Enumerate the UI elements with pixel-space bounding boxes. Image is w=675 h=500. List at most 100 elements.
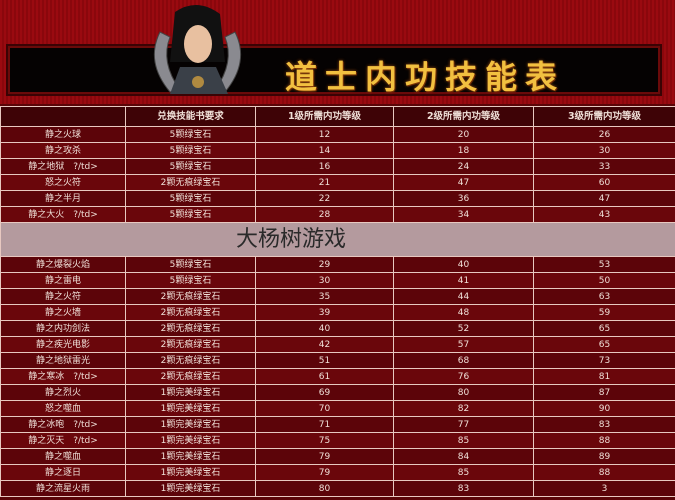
- table-cell: 50: [533, 272, 675, 289]
- table-cell: 61: [255, 368, 394, 385]
- table-cell: 90: [533, 400, 675, 417]
- table-cell: 5颗绿宝石: [125, 256, 256, 273]
- table-cell: 60: [533, 174, 675, 191]
- table-row: 静之火符 2颗无痕绿宝石 35 44 63: [0, 288, 675, 305]
- table-cell: 79: [255, 448, 394, 465]
- table-cell: 47: [393, 174, 534, 191]
- skill-name-cell: 怒之噬血: [0, 400, 126, 417]
- skill-name-cell: 静之地狱雷光: [0, 352, 126, 369]
- table-cell: 85: [393, 432, 534, 449]
- table-row: 静之雷电 5颗绿宝石 30 41 50: [0, 272, 675, 289]
- table-cell: 36: [393, 190, 534, 207]
- skill-name-cell: 静之逐日: [0, 464, 126, 481]
- skill-name-cell: 静之灭天 ?/td>: [0, 432, 126, 449]
- skill-name-cell: 怒之火符: [0, 174, 126, 191]
- table-cell: 5颗绿宝石: [125, 206, 256, 223]
- header-banner: 道士内功技能表: [0, 0, 675, 104]
- table-cell: 73: [533, 352, 675, 369]
- table-cell: 39: [255, 304, 394, 321]
- skill-name-cell: 静之冰咆 ?/td>: [0, 416, 126, 433]
- table-cell: 5颗绿宝石: [125, 190, 256, 207]
- table-row: 静之逐日 1颗完美绿宝石 79 85 88: [0, 464, 675, 481]
- table-cell: 35: [255, 288, 394, 305]
- watermark: 大杨树游戏: [0, 222, 675, 257]
- table-cell: 70: [255, 400, 394, 417]
- table-cell: 88: [533, 432, 675, 449]
- table-cell: 88: [533, 464, 675, 481]
- table-cell: 89: [533, 448, 675, 465]
- column-header: 1级所需内功等级: [255, 106, 394, 127]
- skill-name-cell: 静之疾光电影: [0, 336, 126, 353]
- table-cell: 76: [393, 368, 534, 385]
- table-cell: 16: [255, 158, 394, 175]
- table-cell: 63: [533, 288, 675, 305]
- table-row: 静之火球 5颗绿宝石 12 20 26: [0, 126, 675, 143]
- table-cell: 1颗完美绿宝石: [125, 464, 256, 481]
- table-cell: 18: [393, 142, 534, 159]
- table-cell: 5颗绿宝石: [125, 126, 256, 143]
- table-cell: 53: [533, 256, 675, 273]
- skill-name-cell: 静之地狱 ?/td>: [0, 158, 126, 175]
- skill-name-cell: 静之攻杀: [0, 142, 126, 159]
- table-cell: 2颗无痕绿宝石: [125, 288, 256, 305]
- table-cell: 75: [255, 432, 394, 449]
- table-row: 怒之噬血 1颗完美绿宝石 70 82 90: [0, 400, 675, 417]
- table-row: 静之灭天 ?/td> 1颗完美绿宝石 75 85 88: [0, 432, 675, 449]
- table-row: 静之流星火雨 1颗完美绿宝石 80 83 3: [0, 480, 675, 497]
- table-cell: 80: [393, 384, 534, 401]
- table-cell: 2颗无痕绿宝石: [125, 320, 256, 337]
- table-cell: 48: [393, 304, 534, 321]
- table-cell: 1颗完美绿宝石: [125, 480, 256, 497]
- column-header: 兑换技能书要求: [125, 106, 256, 127]
- table-cell: 34: [393, 206, 534, 223]
- column-header: 2级所需内功等级: [393, 106, 534, 127]
- table-cell: 30: [533, 142, 675, 159]
- table-cell: 65: [533, 336, 675, 353]
- table-cell: 1颗完美绿宝石: [125, 448, 256, 465]
- table-row: 静之内功剑法 2颗无痕绿宝石 40 52 65: [0, 320, 675, 337]
- table-row: 静之寒冰 ?/td> 2颗无痕绿宝石 61 76 81: [0, 368, 675, 385]
- table-cell: 12: [255, 126, 394, 143]
- page-title: 道士内功技能表: [285, 58, 566, 96]
- table-cell: 80: [255, 480, 394, 497]
- skill-name-cell: 静之寒冰 ?/td>: [0, 368, 126, 385]
- table-cell: 68: [393, 352, 534, 369]
- table-cell: 82: [393, 400, 534, 417]
- table-cell: 14: [255, 142, 394, 159]
- table-row: 静之火墙 2颗无痕绿宝石 39 48 59: [0, 304, 675, 321]
- column-header: [0, 106, 126, 127]
- table-cell: 69: [255, 384, 394, 401]
- table-row: 静之疾光电影 2颗无痕绿宝石 42 57 65: [0, 336, 675, 353]
- table-cell: 65: [533, 320, 675, 337]
- table-row: 静之地狱 ?/td> 5颗绿宝石 16 24 33: [0, 158, 675, 175]
- skill-name-cell: 静之噬血: [0, 448, 126, 465]
- table-cell: 40: [393, 256, 534, 273]
- table-cell: 42: [255, 336, 394, 353]
- skill-name-cell: 静之雷电: [0, 272, 126, 289]
- skill-name-cell: 静之火墙: [0, 304, 126, 321]
- table-cell: 85: [393, 464, 534, 481]
- table-cell: 2颗无痕绿宝石: [125, 174, 256, 191]
- table-row: 静之半月 5颗绿宝石 22 36 47: [0, 190, 675, 207]
- table-cell: 84: [393, 448, 534, 465]
- table-cell: 20: [393, 126, 534, 143]
- table-cell: 2颗无痕绿宝石: [125, 304, 256, 321]
- table-cell: 29: [255, 256, 394, 273]
- skill-name-cell: 静之烈火: [0, 384, 126, 401]
- taoist-portrait-image: [153, 4, 242, 94]
- table-cell: 1颗完美绿宝石: [125, 400, 256, 417]
- skill-name-cell: 静之流星火雨: [0, 480, 126, 497]
- table-cell: 57: [393, 336, 534, 353]
- table-cell: 1颗完美绿宝石: [125, 416, 256, 433]
- table-cell: 77: [393, 416, 534, 433]
- table-cell: 51: [255, 352, 394, 369]
- table-cell: 1颗完美绿宝石: [125, 384, 256, 401]
- table-cell: 22: [255, 190, 394, 207]
- table-cell: 30: [255, 272, 394, 289]
- column-header: 3级所需内功等级: [533, 106, 675, 127]
- table-cell: 21: [255, 174, 394, 191]
- table-cell: 81: [533, 368, 675, 385]
- table-cell: 3: [533, 480, 675, 497]
- skill-name-cell: 静之半月: [0, 190, 126, 207]
- table-cell: 5颗绿宝石: [125, 142, 256, 159]
